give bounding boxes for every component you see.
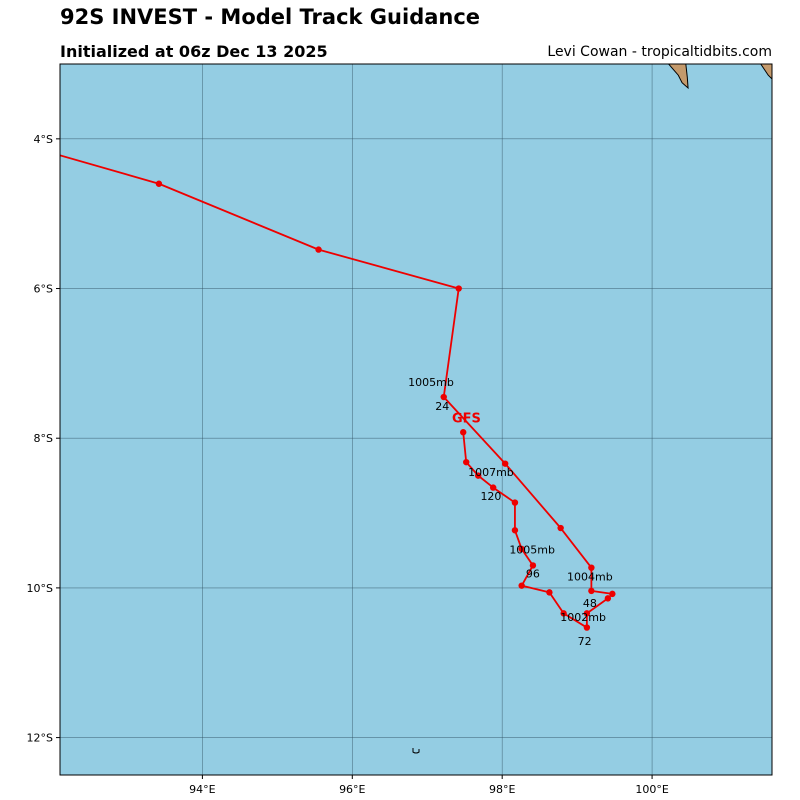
track-annotation: 96 [526,568,540,581]
track-annotation: 72 [578,635,592,648]
tick-label-lat: 4°S [34,133,53,146]
track-point [463,458,470,466]
track-point [529,562,537,569]
track-annotation: 24 [435,400,449,413]
map-frame [59,63,773,776]
track-point [518,545,525,553]
tick-label-lon: 94°E [189,783,215,796]
track-point [604,595,612,602]
ocean-background [60,64,772,775]
track-point [460,429,467,436]
track-point [588,564,595,571]
track-point [560,610,567,617]
track-point [546,589,553,596]
track-point [455,285,462,292]
islet-outline [412,748,420,754]
track-point [609,590,616,598]
land-sumatra-coast [667,64,689,90]
track-point [583,610,591,617]
track-annotation: 48 [583,597,597,610]
tick-label-lat: 12°S [27,732,53,745]
track-point [511,527,519,534]
tick-label-lat: 6°S [34,283,53,296]
track-point [583,624,591,631]
track-point [440,393,447,401]
track-annotation: 1005mb [408,376,454,389]
track-point [501,460,509,467]
track-annotation: 120 [480,490,501,503]
track-point [315,246,322,253]
gfs-track-line [60,154,614,629]
credit-text: Levi Cowan - tropicaltidbits.com [547,44,772,60]
track-annotation: 1005mb [509,544,555,557]
init-subtitle: Initialized at 06z Dec 13 2025 [60,42,328,61]
track-point [489,484,497,491]
track-point [155,180,163,187]
track-point [475,472,482,479]
land-sumatra-corner [760,64,772,80]
track-annotation: 1002mb [560,611,606,624]
track-point [518,582,525,589]
tick-label-lon: 100°E [635,783,668,796]
tick-label-lat: 8°S [34,432,53,445]
track-point [588,587,595,595]
tick-label-lon: 96°E [339,783,365,796]
page-title: 92S INVEST - Model Track Guidance [60,5,481,29]
model-name-label: GFS [452,411,481,426]
track-point [557,524,564,532]
tick-label-lat: 10°S [27,582,53,595]
track-annotation: 1004mb [567,571,613,584]
tick-label-lon: 98°E [489,783,515,796]
track-annotation: 1007mb [468,466,514,479]
track-point [511,499,519,506]
